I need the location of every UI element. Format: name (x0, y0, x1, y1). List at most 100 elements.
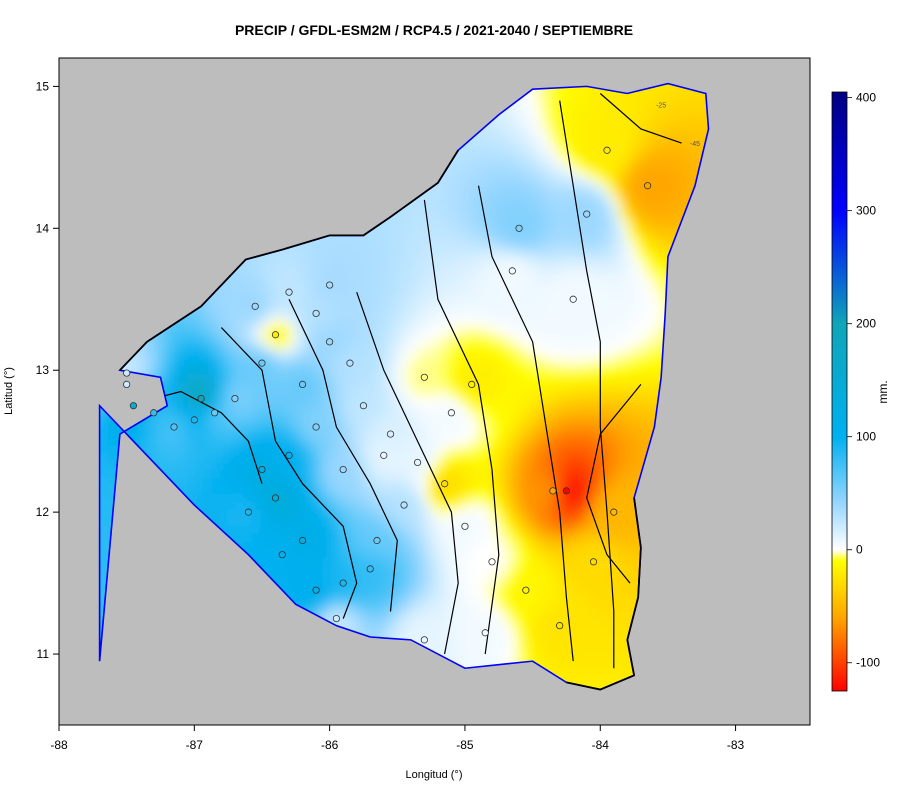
field-cell (227, 516, 237, 526)
field-cell (227, 532, 237, 542)
field-cell (339, 444, 349, 454)
field-cell (107, 468, 117, 478)
field-cell (283, 492, 293, 502)
field-cell (483, 484, 493, 494)
field-cell (387, 548, 397, 558)
field-cell (299, 260, 309, 270)
field-cell (499, 180, 509, 190)
field-cell (515, 532, 525, 542)
field-cell (387, 572, 397, 582)
field-cell (491, 212, 501, 222)
field-cell (491, 308, 501, 318)
field-cell (363, 540, 373, 550)
field-cell (555, 588, 565, 598)
field-cell (323, 612, 333, 622)
field-cell (539, 492, 549, 502)
field-cell (579, 644, 589, 654)
field-cell (539, 652, 549, 662)
field-cell (323, 292, 333, 302)
field-cell (435, 588, 445, 598)
field-cell (299, 444, 309, 454)
field-cell (539, 628, 549, 638)
field-cell (571, 668, 581, 678)
field-cell (523, 372, 533, 382)
field-cell (379, 484, 389, 494)
field-cell (275, 364, 285, 374)
field-cell (347, 540, 357, 550)
field-cell (571, 620, 581, 630)
field-cell (251, 420, 261, 430)
field-cell (275, 460, 285, 470)
field-cell (315, 548, 325, 558)
field-cell (523, 228, 533, 238)
field-cell (99, 444, 109, 454)
field-cell (555, 644, 565, 654)
field-cell (259, 540, 269, 550)
field-cell (531, 292, 541, 302)
field-cell (491, 500, 501, 510)
field-cell (403, 404, 413, 414)
field-cell (243, 492, 253, 502)
field-cell (155, 444, 165, 454)
field-cell (235, 468, 245, 478)
field-cell (363, 548, 373, 558)
field-cell (563, 212, 573, 222)
field-cell (547, 420, 557, 430)
field-cell (475, 180, 485, 190)
field-cell (203, 316, 213, 326)
field-cell (451, 468, 461, 478)
field-cell (395, 372, 405, 382)
field-cell (283, 364, 293, 374)
field-cell (459, 396, 469, 406)
field-cell (531, 620, 541, 630)
field-cell (523, 612, 533, 622)
field-cell (307, 292, 317, 302)
field-cell (571, 100, 581, 110)
field-cell (467, 164, 477, 174)
field-cell (491, 340, 501, 350)
field-cell (563, 164, 573, 174)
field-cell (267, 324, 277, 334)
field-cell (339, 452, 349, 462)
field-cell (555, 388, 565, 398)
field-cell (379, 540, 389, 550)
field-cell (491, 564, 501, 574)
field-cell (379, 300, 389, 310)
field-cell (411, 436, 421, 446)
field-cell (211, 372, 221, 382)
field-cell (571, 396, 581, 406)
field-cell (443, 300, 453, 310)
field-cell (483, 596, 493, 606)
field-cell (299, 356, 309, 366)
field-cell (331, 492, 341, 502)
field-cell (203, 308, 213, 318)
field-cell (355, 236, 365, 246)
field-cell (99, 428, 109, 438)
field-cell (275, 556, 285, 566)
field-cell (563, 652, 573, 662)
field-cell (579, 628, 589, 638)
field-cell (99, 524, 109, 534)
field-cell (323, 316, 333, 326)
field-cell (523, 172, 533, 182)
field-cell (251, 476, 261, 486)
field-cell (387, 516, 397, 526)
field-cell (219, 348, 229, 358)
field-cell (155, 428, 165, 438)
field-cell (275, 308, 285, 318)
field-cell (531, 396, 541, 406)
field-cell (259, 332, 269, 342)
field-cell (331, 340, 341, 350)
field-cell (339, 404, 349, 414)
field-cell (219, 308, 229, 318)
field-cell (483, 588, 493, 598)
field-cell (467, 572, 477, 582)
field-cell (235, 412, 245, 422)
field-cell (195, 436, 205, 446)
field-cell (427, 604, 437, 614)
field-cell (171, 444, 181, 454)
field-cell (523, 556, 533, 566)
field-cell (315, 516, 325, 526)
field-cell (379, 388, 389, 398)
field-cell (227, 356, 237, 366)
